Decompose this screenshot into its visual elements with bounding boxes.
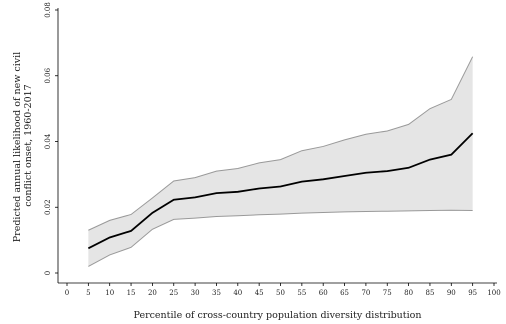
confidence-band	[88, 56, 473, 267]
x-tick-label: 80	[404, 289, 413, 297]
x-tick-label: 70	[361, 289, 370, 297]
y-axis-label-line-1: Predicted annual likelihood of new civil	[12, 52, 23, 242]
x-tick-label: 45	[255, 289, 264, 297]
y-tick-label: 0	[44, 271, 52, 275]
estimate-line	[87, 132, 474, 250]
x-axis-label: Percentile of cross-country population d…	[133, 310, 421, 321]
x-tick-label: 20	[148, 289, 157, 297]
x-tick-label: 30	[191, 289, 200, 297]
y-tick-label: 0.02	[44, 199, 52, 215]
x-axis-ticks: 0 5 10 15 20 25 30 35 40 45 50 55 60 65 70 75 80 85 90 95 10…	[65, 283, 501, 297]
x-tick-label: 100	[487, 289, 500, 297]
y-tick-label: 0.04	[44, 133, 52, 149]
x-tick-label: 15	[127, 289, 136, 297]
x-tick-label: 5	[86, 289, 90, 297]
y-axis-label-line-2: conflict onset, 1960-2017	[23, 84, 34, 206]
x-tick-label: 60	[319, 289, 328, 297]
x-tick-label: 75	[383, 289, 392, 297]
x-tick-label: 25	[169, 289, 178, 297]
x-tick-label: 40	[233, 289, 242, 297]
x-tick-label: 65	[340, 289, 349, 297]
lower-bound-line	[88, 209, 473, 267]
y-axis-ticks: 0 0.02 0.04 0.06 0.08	[44, 2, 58, 275]
y-axis-label: Predicted annual likelihood of new civil…	[12, 49, 34, 242]
x-tick-label: 95	[468, 289, 477, 297]
x-tick-label: 55	[297, 289, 306, 297]
x-tick-label: 0	[65, 289, 69, 297]
y-tick-label: 0.08	[44, 2, 52, 18]
upper-bound-line	[88, 56, 474, 231]
x-tick-label: 50	[276, 289, 285, 297]
x-tick-label: 35	[212, 289, 221, 297]
x-tick-label: 85	[425, 289, 434, 297]
x-tick-label: 10	[105, 289, 114, 297]
x-tick-label: 90	[447, 289, 456, 297]
y-tick-label: 0.06	[44, 67, 52, 83]
